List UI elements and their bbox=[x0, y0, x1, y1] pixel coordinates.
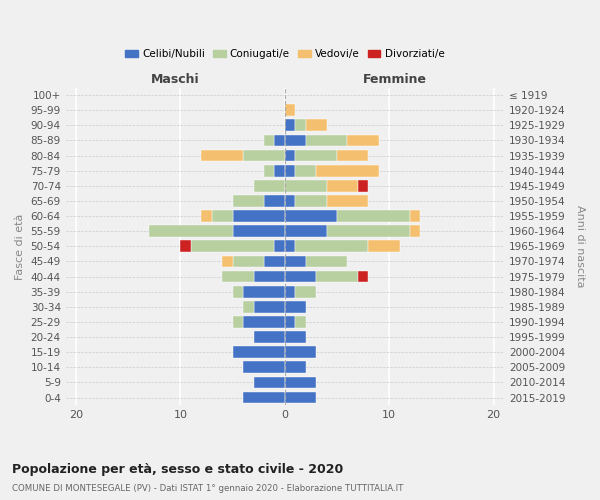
Bar bbox=[368, 240, 400, 252]
Bar bbox=[295, 150, 337, 162]
Legend: Celibi/Nubili, Coniugati/e, Vedovi/e, Divorziati/e: Celibi/Nubili, Coniugati/e, Vedovi/e, Di… bbox=[121, 45, 448, 64]
Bar bbox=[274, 240, 285, 252]
Bar bbox=[254, 270, 285, 282]
Bar bbox=[337, 210, 410, 222]
Bar bbox=[233, 346, 285, 358]
Bar bbox=[326, 195, 368, 207]
Bar bbox=[295, 195, 326, 207]
Bar bbox=[243, 362, 285, 373]
Bar bbox=[285, 210, 337, 222]
Bar bbox=[285, 104, 295, 116]
Bar bbox=[326, 180, 358, 192]
Bar bbox=[264, 165, 274, 176]
Text: Maschi: Maschi bbox=[151, 73, 200, 86]
Bar bbox=[305, 120, 326, 131]
Bar bbox=[285, 331, 305, 343]
Bar bbox=[254, 331, 285, 343]
Bar bbox=[337, 150, 368, 162]
Y-axis label: Fasce di età: Fasce di età bbox=[15, 213, 25, 280]
Bar bbox=[316, 165, 379, 176]
Text: COMUNE DI MONTESEGALE (PV) - Dati ISTAT 1° gennaio 2020 - Elaborazione TUTTITALI: COMUNE DI MONTESEGALE (PV) - Dati ISTAT … bbox=[12, 484, 403, 493]
Bar bbox=[181, 240, 191, 252]
Bar bbox=[254, 376, 285, 388]
Bar bbox=[243, 301, 254, 312]
Bar bbox=[295, 316, 305, 328]
Bar bbox=[233, 195, 264, 207]
Bar bbox=[285, 346, 316, 358]
Bar bbox=[243, 316, 285, 328]
Bar bbox=[264, 256, 285, 268]
Text: Femmine: Femmine bbox=[362, 73, 427, 86]
Bar bbox=[347, 134, 379, 146]
Bar bbox=[191, 240, 274, 252]
Bar bbox=[243, 286, 285, 298]
Bar bbox=[274, 134, 285, 146]
Text: Popolazione per età, sesso e stato civile - 2020: Popolazione per età, sesso e stato civil… bbox=[12, 462, 343, 475]
Bar bbox=[264, 134, 274, 146]
Bar bbox=[285, 376, 316, 388]
Bar bbox=[285, 362, 305, 373]
Bar bbox=[285, 256, 305, 268]
Bar bbox=[274, 165, 285, 176]
Bar bbox=[285, 240, 295, 252]
Bar bbox=[285, 134, 305, 146]
Bar bbox=[285, 195, 295, 207]
Bar bbox=[285, 226, 326, 237]
Bar bbox=[202, 210, 212, 222]
Bar bbox=[358, 270, 368, 282]
Bar bbox=[264, 195, 285, 207]
Bar bbox=[285, 286, 295, 298]
Bar bbox=[285, 316, 295, 328]
Bar bbox=[305, 134, 347, 146]
Y-axis label: Anni di nascita: Anni di nascita bbox=[575, 205, 585, 288]
Bar bbox=[285, 301, 305, 312]
Bar bbox=[358, 180, 368, 192]
Bar bbox=[212, 210, 233, 222]
Bar bbox=[295, 165, 316, 176]
Bar bbox=[295, 120, 305, 131]
Bar bbox=[222, 256, 233, 268]
Bar bbox=[285, 120, 295, 131]
Bar bbox=[222, 270, 254, 282]
Bar bbox=[243, 392, 285, 404]
Bar bbox=[243, 150, 285, 162]
Bar bbox=[233, 210, 285, 222]
Bar bbox=[285, 392, 316, 404]
Bar bbox=[233, 226, 285, 237]
Bar bbox=[285, 180, 326, 192]
Bar bbox=[233, 286, 243, 298]
Bar bbox=[285, 165, 295, 176]
Bar bbox=[410, 210, 421, 222]
Bar bbox=[305, 256, 347, 268]
Bar bbox=[149, 226, 233, 237]
Bar bbox=[233, 316, 243, 328]
Bar bbox=[326, 226, 410, 237]
Bar bbox=[285, 150, 295, 162]
Bar bbox=[295, 286, 316, 298]
Bar bbox=[254, 180, 285, 192]
Bar bbox=[254, 301, 285, 312]
Bar bbox=[285, 270, 316, 282]
Bar bbox=[202, 150, 243, 162]
Bar bbox=[410, 226, 421, 237]
Bar bbox=[295, 240, 368, 252]
Bar bbox=[233, 256, 264, 268]
Bar bbox=[316, 270, 358, 282]
